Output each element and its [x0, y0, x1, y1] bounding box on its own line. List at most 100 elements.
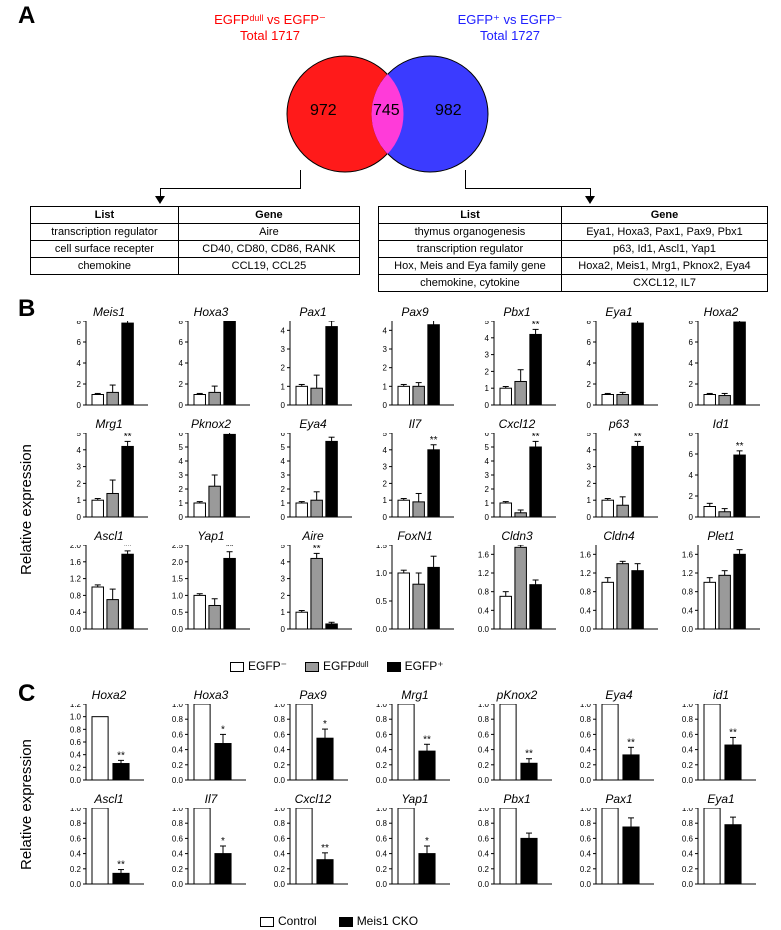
svg-text:8: 8: [587, 321, 592, 326]
svg-text:0.0: 0.0: [580, 776, 592, 785]
svg-text:0.8: 0.8: [376, 715, 388, 724]
svg-text:1: 1: [587, 496, 592, 505]
table-cell: p63, Id1, Ascl1, Yap1: [561, 241, 767, 258]
chart-cxcl12: Cxcl120123456**: [468, 417, 566, 525]
svg-text:3: 3: [485, 351, 490, 360]
svg-text:1.0: 1.0: [682, 808, 694, 813]
chart-svg: 0123456**: [162, 433, 254, 535]
chart-svg: 0.00.40.81.21.6: [570, 545, 662, 647]
chart-svg: 0.00.20.40.60.81.0**: [672, 704, 760, 798]
table-header: List: [31, 207, 179, 224]
svg-text:**: **: [736, 441, 744, 452]
svg-text:1.0: 1.0: [274, 808, 286, 813]
table-row: transcription regulatorp63, Id1, Ascl1, …: [379, 241, 768, 258]
svg-text:0.0: 0.0: [478, 880, 490, 889]
svg-text:2: 2: [587, 479, 592, 488]
table-cell: Eya1, Hoxa3, Pax1, Pax9, Pbx1: [561, 224, 767, 241]
svg-text:2: 2: [179, 380, 184, 389]
chart-hoxa2: Hoxa20.00.20.40.60.81.01.2**: [60, 688, 158, 788]
chart-p63: p63012345**: [570, 417, 668, 525]
svg-text:**: **: [124, 433, 132, 442]
svg-text:2: 2: [281, 591, 286, 600]
svg-text:1: 1: [383, 496, 388, 505]
chart-grid-b: Meis102468**Hoxa302468**Pax101234**Pax90…: [60, 305, 780, 637]
svg-text:6: 6: [77, 338, 82, 347]
svg-text:0.4: 0.4: [580, 606, 592, 615]
chart-title: Il7: [162, 792, 260, 808]
chart-title: p63: [570, 417, 668, 433]
arrow-left-line: [300, 170, 301, 188]
svg-text:0.0: 0.0: [274, 776, 286, 785]
chart-title: id1: [672, 688, 770, 704]
svg-text:**: **: [124, 545, 132, 552]
svg-text:1.0: 1.0: [580, 704, 592, 709]
svg-text:1.6: 1.6: [478, 550, 490, 559]
arrow-right-h: [465, 188, 590, 189]
chart-foxn1: FoxN10.00.51.01.5: [366, 529, 464, 637]
svg-text:1.0: 1.0: [70, 808, 82, 813]
svg-text:0.2: 0.2: [70, 865, 82, 874]
svg-text:3: 3: [587, 463, 592, 472]
svg-text:0.2: 0.2: [274, 761, 286, 770]
svg-text:5: 5: [179, 443, 184, 452]
svg-text:0.0: 0.0: [682, 625, 694, 634]
table-row: cell surface recepterCD40, CD80, CD86, R…: [31, 241, 360, 258]
table-cell: chemokine: [31, 258, 179, 275]
chart-svg: 0123456**: [468, 433, 560, 535]
svg-text:4: 4: [383, 446, 388, 455]
table-header: Gene: [178, 207, 359, 224]
svg-text:0: 0: [281, 513, 286, 522]
svg-text:1.6: 1.6: [70, 558, 82, 567]
svg-text:3: 3: [77, 463, 82, 472]
svg-text:0.0: 0.0: [580, 880, 592, 889]
svg-text:0: 0: [587, 513, 592, 522]
legend-label: EGFP⁻: [248, 659, 287, 673]
chart-eya4: Eya40123456**: [264, 417, 362, 525]
venn-right-title-l1: EGFP⁺ vs EGFP⁻: [458, 12, 563, 27]
table-cell: Hox, Meis and Eya family gene: [379, 258, 562, 275]
svg-text:0: 0: [179, 513, 184, 522]
svg-text:0.4: 0.4: [172, 746, 184, 755]
chart-eya1: Eya102468**: [570, 305, 668, 413]
chart-pax1: Pax101234**: [264, 305, 362, 413]
chart-title: FoxN1: [366, 529, 464, 545]
svg-text:**: **: [525, 749, 533, 760]
svg-text:2.5: 2.5: [172, 545, 184, 550]
chart-pax9: Pax90.00.20.40.60.81.0*: [264, 688, 362, 788]
legend-item: EGFPᵈᵘˡˡ: [305, 659, 369, 673]
svg-text:0: 0: [689, 513, 694, 522]
svg-text:0.8: 0.8: [682, 819, 694, 828]
panel-c: C Relative expression Hoxa20.00.20.40.60…: [0, 680, 781, 930]
svg-text:0: 0: [281, 401, 286, 410]
svg-text:5: 5: [485, 443, 490, 452]
svg-text:5: 5: [587, 433, 592, 438]
svg-text:1: 1: [485, 384, 490, 393]
chart-svg: 0.00.20.40.60.81.0*: [162, 808, 250, 902]
svg-text:**: **: [430, 435, 438, 446]
svg-text:8: 8: [179, 321, 184, 326]
chart-title: Hoxa2: [60, 688, 158, 704]
legend-label: Control: [278, 914, 317, 928]
svg-text:0.4: 0.4: [70, 608, 82, 617]
chart-cxcl12: Cxcl120.00.20.40.60.81.0**: [264, 792, 362, 892]
chart-title: Pax1: [570, 792, 668, 808]
legend-swatch: [230, 662, 244, 672]
svg-text:0.2: 0.2: [376, 865, 388, 874]
chart-svg: 0.00.20.40.60.81.0**: [468, 704, 556, 798]
svg-text:0.6: 0.6: [274, 730, 286, 739]
chart-svg: 0.00.20.40.60.81.0*: [366, 808, 454, 902]
svg-text:6: 6: [689, 338, 694, 347]
svg-text:0.4: 0.4: [682, 606, 694, 615]
chart-svg: 012345**: [570, 433, 662, 535]
svg-text:0.6: 0.6: [172, 834, 184, 843]
svg-text:0.4: 0.4: [274, 746, 286, 755]
chart-yap1: Yap10.00.20.40.60.81.0*: [366, 792, 464, 892]
svg-text:0.0: 0.0: [70, 880, 82, 889]
chart-svg: 0.00.20.40.60.81.0**: [60, 808, 148, 902]
chart-svg: 01234**: [264, 321, 356, 423]
svg-text:**: **: [226, 545, 234, 553]
svg-text:**: **: [321, 843, 329, 854]
svg-text:4: 4: [281, 457, 286, 466]
table-cell: cell surface recepter: [31, 241, 179, 258]
chart-pbx1: Pbx1012345**: [468, 305, 566, 413]
